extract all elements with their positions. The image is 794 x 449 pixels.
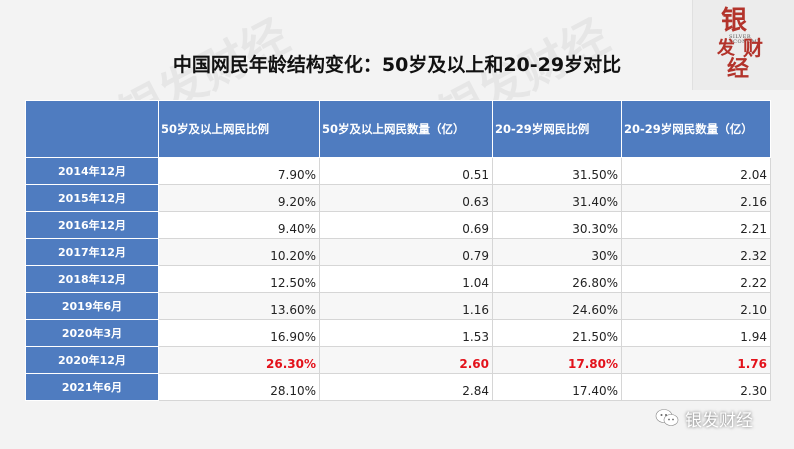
table-cell: 31.40% — [492, 184, 622, 212]
row-header: 2020年3月 — [25, 319, 159, 347]
column-header: 50岁及以上网民数量（亿） — [319, 100, 493, 158]
row-header: 2015年12月 — [25, 184, 159, 212]
table-cell: 2.84 — [319, 373, 493, 401]
wechat-account: 银发财经 — [655, 405, 753, 431]
table-cell: 30.30% — [492, 211, 622, 239]
column-header: 20-29岁网民数量（亿） — [621, 100, 771, 158]
row-header: 2021年6月 — [25, 373, 159, 401]
table-cell: 10.20% — [158, 238, 320, 266]
table-cell: 2.30 — [621, 373, 771, 401]
column-header: 20-29岁网民比例 — [492, 100, 622, 158]
table-cell: 2.10 — [621, 292, 771, 320]
table-cell: 0.79 — [319, 238, 493, 266]
table-cell: 2.16 — [621, 184, 771, 212]
table-cell: 2.04 — [621, 157, 771, 185]
table-cell: 2.21 — [621, 211, 771, 239]
table-cell: 21.50% — [492, 319, 622, 347]
row-header: 2019年6月 — [25, 292, 159, 320]
table-row: 2019年6月 13.60% 1.16 24.60% 2.10 — [25, 292, 771, 320]
table-row: 2018年12月 12.50% 1.04 26.80% 2.22 — [25, 265, 771, 293]
table-cell: 2.32 — [621, 238, 771, 266]
table-cell: 1.94 — [621, 319, 771, 347]
column-header — [25, 100, 159, 158]
table-cell: 7.90% — [158, 157, 320, 185]
table-cell: 12.50% — [158, 265, 320, 293]
table-row: 2020年12月 26.30% 2.60 17.80% 1.76 — [25, 346, 771, 374]
table-cell: 2.22 — [621, 265, 771, 293]
table-cell: 31.50% — [492, 157, 622, 185]
data-table: 50岁及以上网民比例 50岁及以上网民数量（亿） 20-29岁网民比例 20-2… — [25, 100, 771, 401]
row-header: 2020年12月 — [25, 346, 159, 374]
table-cell: 9.40% — [158, 211, 320, 239]
wechat-account-name: 银发财经 — [685, 410, 753, 431]
table-cell: 30% — [492, 238, 622, 266]
table-cell: 28.10% — [158, 373, 320, 401]
table-cell: 1.76 — [621, 346, 771, 374]
table-cell: 24.60% — [492, 292, 622, 320]
table-cell: 0.63 — [319, 184, 493, 212]
brand-logo: 银 SILVER ECONOMY 发 财 经 — [692, 0, 794, 90]
table-cell: 0.69 — [319, 211, 493, 239]
table-row: 2015年12月 9.20% 0.63 31.40% 2.16 — [25, 184, 771, 212]
logo-seal: 银 SILVER ECONOMY 发 财 经 — [717, 6, 763, 82]
table-cell: 17.80% — [492, 346, 622, 374]
table-cell: 2.60 — [319, 346, 493, 374]
table-row: 2017年12月 10.20% 0.79 30% 2.32 — [25, 238, 771, 266]
table-cell: 16.90% — [158, 319, 320, 347]
table-cell: 1.53 — [319, 319, 493, 347]
table-cell: 1.16 — [319, 292, 493, 320]
row-header: 2014年12月 — [25, 157, 159, 185]
row-header: 2018年12月 — [25, 265, 159, 293]
table-row: 2014年12月 7.90% 0.51 31.50% 2.04 — [25, 157, 771, 185]
table-cell: 26.30% — [158, 346, 320, 374]
table-row: 2020年3月 16.90% 1.53 21.50% 1.94 — [25, 319, 771, 347]
row-header: 2016年12月 — [25, 211, 159, 239]
table-cell: 9.20% — [158, 184, 320, 212]
table-header-row: 50岁及以上网民比例 50岁及以上网民数量（亿） 20-29岁网民比例 20-2… — [25, 100, 771, 158]
table-cell: 1.04 — [319, 265, 493, 293]
table-row: 2021年6月 28.10% 2.84 17.40% 2.30 — [25, 373, 771, 401]
table-cell: 17.40% — [492, 373, 622, 401]
table-cell: 0.51 — [319, 157, 493, 185]
column-header: 50岁及以上网民比例 — [158, 100, 320, 158]
table-cell: 13.60% — [158, 292, 320, 320]
table-row: 2016年12月 9.40% 0.69 30.30% 2.21 — [25, 211, 771, 239]
wechat-icon — [655, 408, 679, 428]
row-header: 2017年12月 — [25, 238, 159, 266]
page-title: 中国网民年龄结构变化：50岁及以上和20-29岁对比 — [172, 54, 622, 76]
table-cell: 26.80% — [492, 265, 622, 293]
